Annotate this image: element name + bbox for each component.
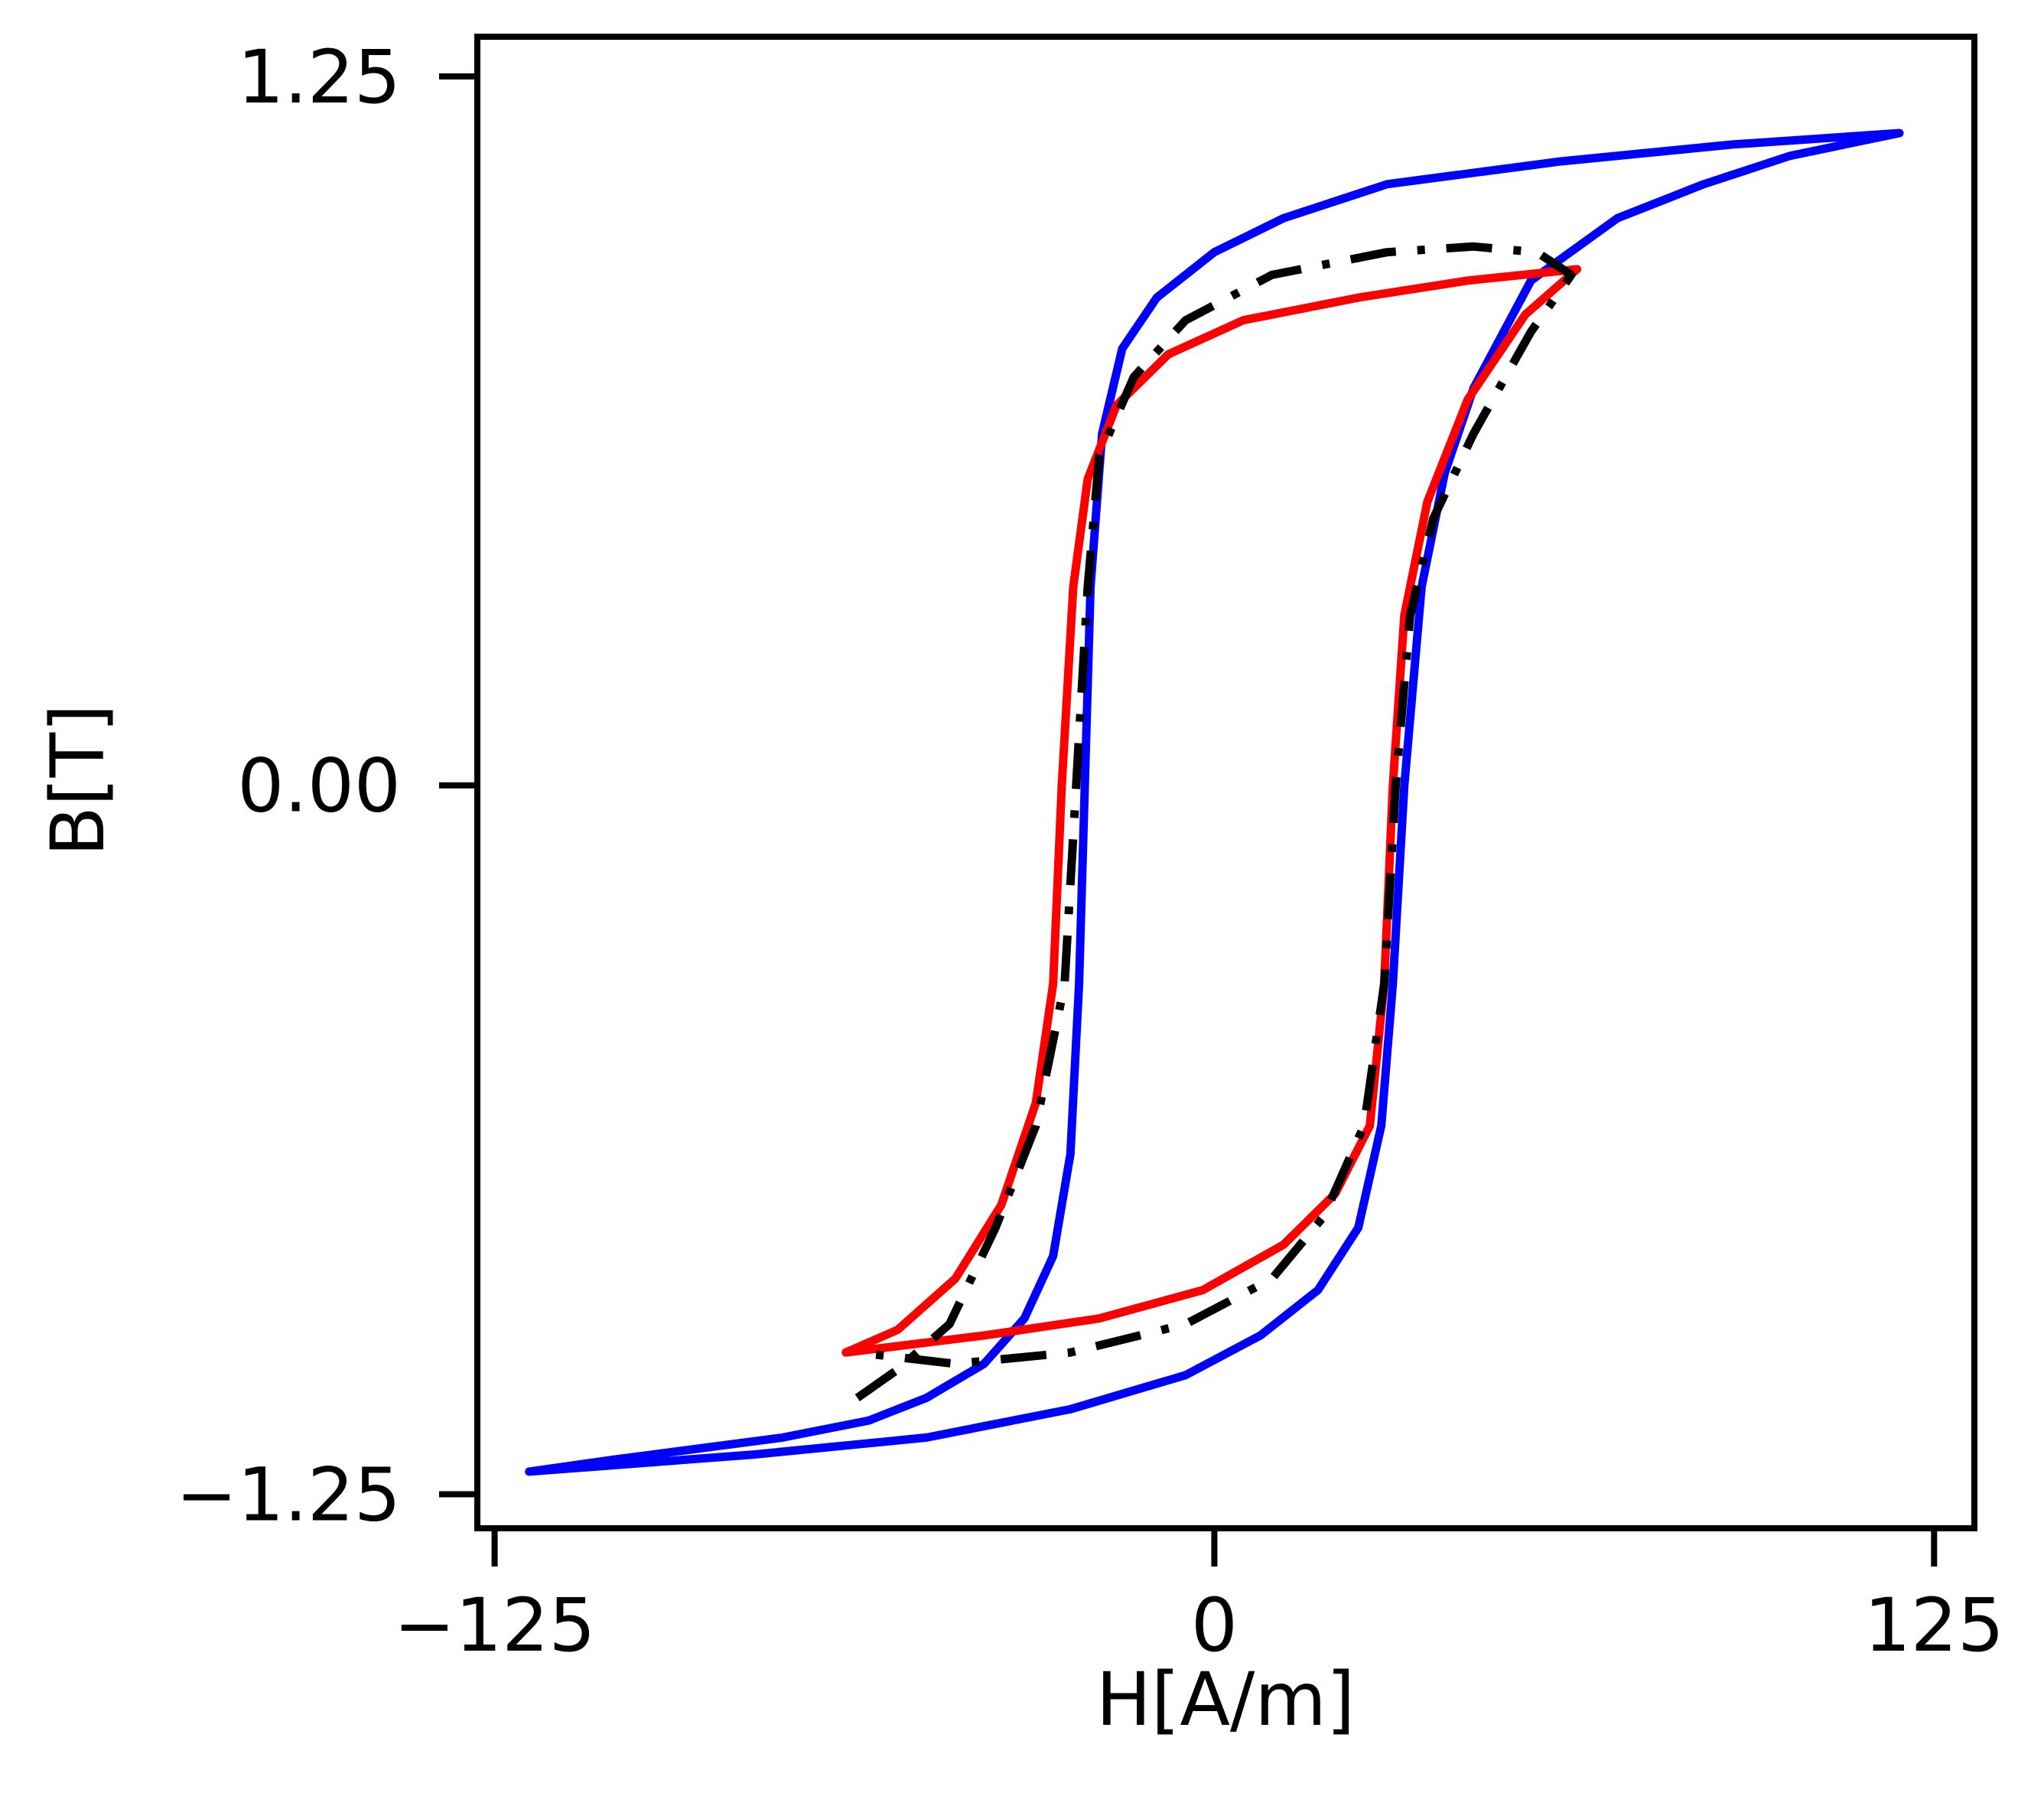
y-axis-label: B[T] [35,704,121,856]
y-tick-label-3: −1.25 [176,1453,401,1538]
series-line-1 [525,129,1904,1476]
y-tick-label-1: 1.25 [237,34,401,120]
x-axis-label: H[A/m] [1096,1657,1356,1742]
x-tick-label-3: 125 [1864,1583,2004,1668]
series-line-2 [841,265,1582,1357]
x-tick-label-2: 0 [1191,1583,1238,1668]
y-tick-label-2: 0.00 [237,743,401,829]
series-line-3 [854,242,1576,1401]
axis-ticks: −125 0 125 1.25 0.00 −1.25 [176,34,2004,1668]
x-tick-label-1: −125 [394,1583,596,1668]
series-layer [525,129,1904,1476]
